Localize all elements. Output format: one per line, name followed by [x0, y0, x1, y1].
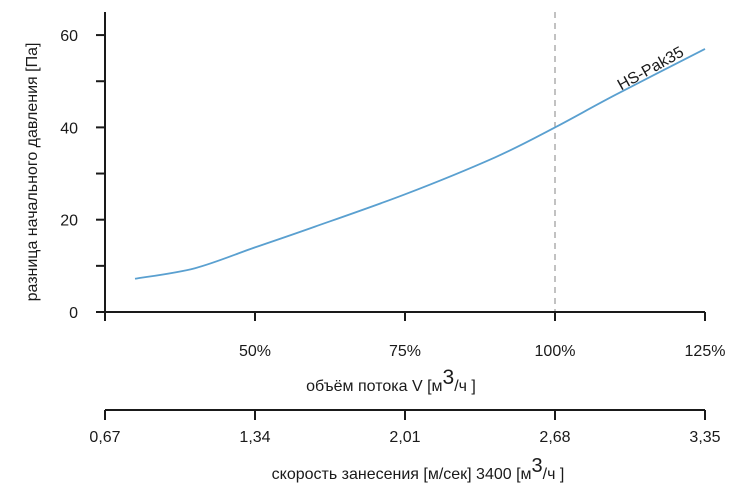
secondary-x-tick-label: 2,68: [539, 429, 570, 446]
secondary-x-tick-label: 0,67: [89, 429, 120, 446]
x-tick-label: 75%: [389, 343, 421, 360]
secondary-x-tick-label: 2,01: [389, 429, 420, 446]
secondary-x-tick-label: 3,35: [689, 429, 720, 446]
series-line-hs-pak35: [134, 48, 706, 280]
y-tick-label: 0: [69, 305, 78, 322]
y-tick-label: 20: [60, 213, 78, 230]
x-tick-label: 50%: [239, 343, 271, 360]
series-layer: [134, 48, 706, 280]
axes-layer: [96, 12, 706, 420]
labels-layer: 0 20 40 60 разница начального давления [Па] 5…: [24, 28, 725, 483]
x-tick-label: 125%: [685, 343, 726, 360]
x-axis-title: объём потока V [м3/ч ]: [306, 366, 476, 395]
y-tick-label: 40: [60, 120, 78, 137]
secondary-x-axis-title: скорость занесения [м/сек] 3400 [м3/ч ]: [272, 455, 565, 483]
series-label: HS-Pak35: [615, 44, 687, 94]
secondary-x-tick-label: 1,34: [239, 429, 270, 446]
y-tick-label: 60: [60, 28, 78, 45]
x-tick-label: 100%: [535, 343, 576, 360]
y-axis-title: разница начального давления [Па]: [24, 43, 41, 302]
